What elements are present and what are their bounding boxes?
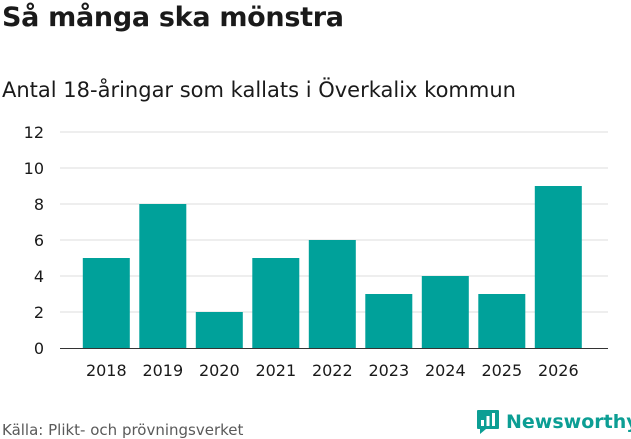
x-axis-ticks: 2018 2019 2020 2021 2022 2023 2024 2025 2026 [86, 361, 579, 380]
y-tick-label: 10 [24, 159, 44, 178]
bar-2024[interactable] [421, 276, 469, 348]
y-tick-label: 12 [24, 123, 44, 142]
y-tick-label: 4 [34, 267, 44, 286]
bar-2019[interactable] [139, 204, 187, 348]
chart-subtitle: Antal 18-åringar som kallats i Överkalix… [2, 78, 516, 102]
x-tick-label-2021: 2021 [255, 361, 296, 380]
x-tick-label-2026: 2026 [538, 361, 579, 380]
bar-2018[interactable] [82, 258, 130, 348]
chart-title: Så många ska mönstra [2, 2, 344, 33]
y-tick-label: 0 [34, 339, 44, 358]
newsworthy-logo-text: Newsworthy [506, 411, 631, 433]
x-tick-label-2019: 2019 [142, 361, 183, 380]
bars [82, 186, 582, 348]
y-tick-label: 6 [34, 231, 44, 250]
x-tick-label-2018: 2018 [86, 361, 127, 380]
x-tick-label-2020: 2020 [199, 361, 240, 380]
bar-2025[interactable] [478, 294, 526, 348]
bar-2020[interactable] [195, 312, 243, 348]
x-tick-label-2022: 2022 [312, 361, 353, 380]
x-tick-label-2025: 2025 [481, 361, 522, 380]
y-tick-label: 2 [34, 303, 44, 322]
newsworthy-logo[interactable]: Newsworthy [476, 408, 631, 436]
bar-2022[interactable] [308, 240, 356, 348]
bar-2021[interactable] [252, 258, 300, 348]
bar-2023[interactable] [365, 294, 413, 348]
x-tick-label-2024: 2024 [425, 361, 466, 380]
y-tick-label: 8 [34, 195, 44, 214]
y-axis-ticks: 0 2 4 6 8 10 12 [24, 123, 44, 358]
x-tick-label-2023: 2023 [368, 361, 409, 380]
bar-2026[interactable] [534, 186, 582, 348]
source-note: Källa: Plikt- och prövningsverket [2, 421, 244, 439]
newsworthy-logo-icon [477, 410, 499, 434]
